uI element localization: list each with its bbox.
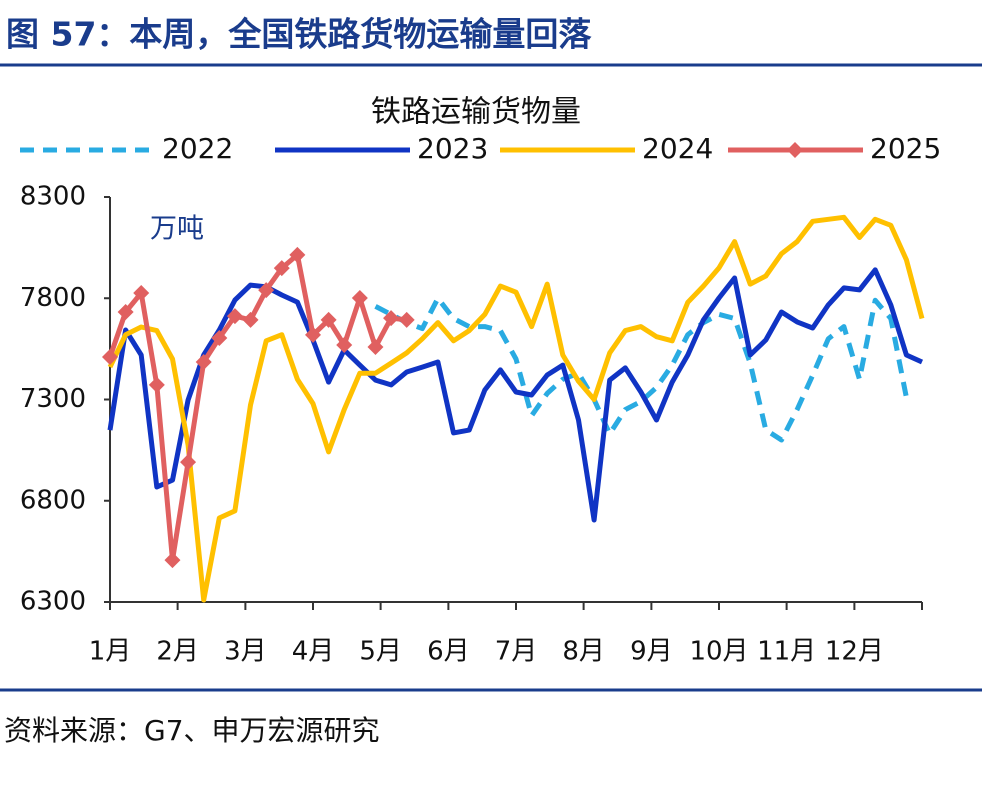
source: 资料来源：G7、申万宏源研究 xyxy=(4,714,380,747)
y-tick-label: 6800 xyxy=(20,485,86,515)
marker xyxy=(351,290,368,307)
legend-label: 2023 xyxy=(417,132,488,165)
series-line xyxy=(374,295,909,443)
marker xyxy=(398,311,415,328)
x-tick-label: 1月 xyxy=(89,637,132,667)
marker xyxy=(226,308,243,325)
x-tick-label: 2月 xyxy=(156,637,199,667)
marker xyxy=(102,348,118,365)
y-tick-label: 6300 xyxy=(20,587,86,617)
x-tick-label: 7月 xyxy=(495,637,538,667)
marker xyxy=(258,282,275,299)
marker xyxy=(336,337,353,354)
x-tick-label: 11月 xyxy=(757,637,816,667)
y-tick-label: 7300 xyxy=(20,384,86,414)
marker xyxy=(133,284,150,301)
marker xyxy=(383,310,400,327)
x-tick-label: 9月 xyxy=(630,637,673,667)
marker xyxy=(320,311,337,328)
chart-title: 铁路运输货物量 xyxy=(371,95,581,130)
marker xyxy=(211,329,228,346)
x-tick-label: 8月 xyxy=(562,637,605,667)
series-line xyxy=(107,214,925,603)
x-tick-label: 3月 xyxy=(224,637,267,667)
page-title: 图 57：本周，全国铁路货物运输量回落 xyxy=(6,15,592,54)
legend-label: 2025 xyxy=(870,132,941,165)
marker xyxy=(148,376,165,393)
legend-label: 2024 xyxy=(642,132,713,165)
marker xyxy=(242,311,259,328)
x-tick-label: 6月 xyxy=(427,637,470,667)
marker xyxy=(164,552,181,569)
legend-label: 2022 xyxy=(162,132,233,165)
marker xyxy=(195,354,212,371)
x-tick-label: 10月 xyxy=(689,637,748,667)
y-tick-label: 8300 xyxy=(20,182,86,212)
marker xyxy=(367,339,384,356)
marker xyxy=(305,326,321,343)
marker xyxy=(117,304,134,321)
x-tick-label: 4月 xyxy=(292,637,335,667)
unit-label: 万吨 xyxy=(150,214,204,245)
x-tick-label: 12月 xyxy=(825,637,884,667)
legend-marker xyxy=(787,142,803,158)
series-line xyxy=(107,267,924,523)
x-tick-label: 5月 xyxy=(359,637,402,667)
series-line xyxy=(107,252,407,563)
y-tick-label: 7800 xyxy=(20,283,86,313)
marker xyxy=(289,246,306,263)
marker xyxy=(273,260,290,277)
marker xyxy=(180,454,197,471)
